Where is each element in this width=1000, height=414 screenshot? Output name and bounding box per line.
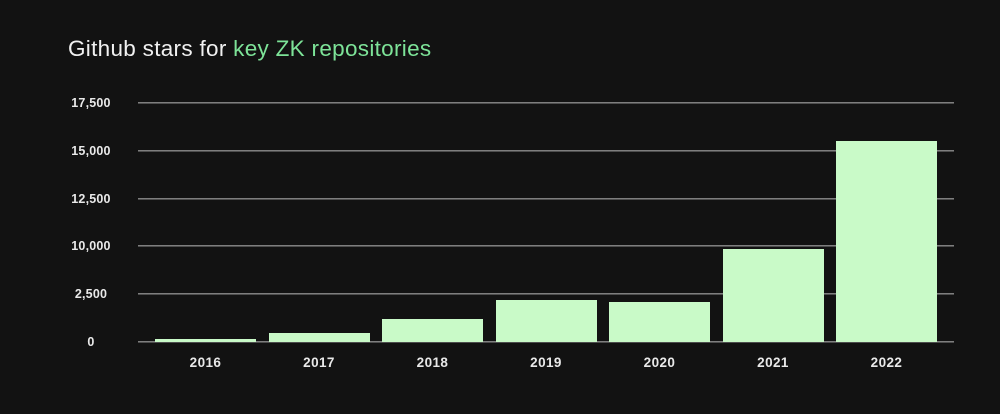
bars-row <box>138 103 954 342</box>
bar-chart-plot: 17,500 15,000 12,500 10,000 2,500 0 2016 2017 2… <box>71 96 954 370</box>
y-axis-tick-label: 17,500 <box>71 96 111 110</box>
x-axis-tick-label: 2018 <box>416 355 449 370</box>
y-axis-tick-label: 15,000 <box>71 143 111 158</box>
bar-2020 <box>609 301 710 342</box>
x-axis-tick-label: 2022 <box>870 355 903 370</box>
y-axis-tick-label: 2,500 <box>74 287 108 302</box>
gridline: 2,500 <box>75 287 954 301</box>
bar-2018 <box>382 319 483 342</box>
gridline: 15,000 <box>71 144 954 158</box>
gridline: 17,500 <box>71 96 954 110</box>
gridline: 12,500 <box>71 192 954 206</box>
gridline: 0 <box>87 335 954 349</box>
bar-2022 <box>836 140 937 342</box>
chart-title: Github stars for key ZK repositories <box>68 36 431 62</box>
x-axis-tick-label: 2019 <box>530 355 562 370</box>
bar-2019 <box>495 300 597 342</box>
gridline: 10,000 <box>71 239 954 253</box>
x-axis-tick-label: 2021 <box>757 355 789 370</box>
x-axis-tick-label: 2016 <box>189 355 222 370</box>
gridlines: 17,500 15,000 12,500 10,000 2,500 0 <box>71 96 954 349</box>
bar-2016 <box>155 338 256 342</box>
y-axis-tick-label: 12,500 <box>71 191 111 206</box>
x-axis-labels: 2016 2017 2018 2019 2020 2021 2022 <box>138 355 954 370</box>
bar-2021 <box>722 249 824 342</box>
chart-title-highlight: key ZK repositories <box>233 36 432 61</box>
x-axis-tick-label: 2020 <box>643 355 676 370</box>
x-axis-tick-label: 2017 <box>303 355 335 370</box>
y-axis-tick-label: 0 <box>87 335 95 349</box>
chart-title-plain: Github stars for <box>68 36 234 61</box>
y-axis-tick-label: 10,000 <box>71 239 111 254</box>
bar-2017 <box>268 332 370 342</box>
